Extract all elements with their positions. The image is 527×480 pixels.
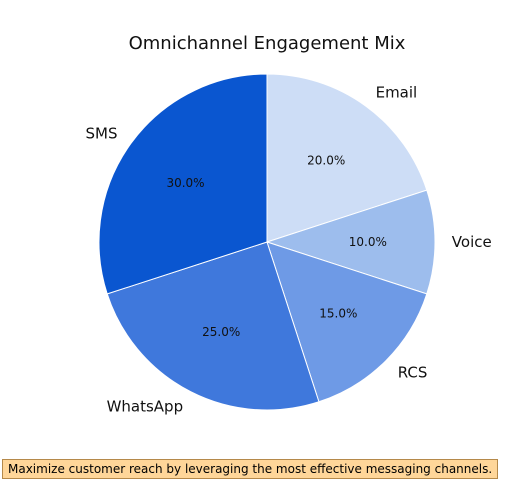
- pie-category-label-whatsapp: WhatsApp: [107, 398, 184, 416]
- pie-slice-rcs: [266, 241, 428, 403]
- pie-category-labels: Email Voice RCS WhatsApp SMS: [86, 84, 492, 416]
- pie-slice-sms: [98, 73, 268, 295]
- chart-title: Omnichannel Engagement Mix: [129, 33, 406, 54]
- pie-category-label-email: Email: [376, 84, 418, 102]
- pie-category-label-rcs: RCS: [398, 364, 428, 382]
- pie-category-label-voice: Voice: [452, 233, 492, 251]
- pie-category-label-sms: SMS: [86, 124, 118, 142]
- pie-percent-label-voice: 10.0%: [349, 235, 387, 249]
- pie-slice-voice: [265, 189, 436, 295]
- footnote-banner: Maximize customer reach by leveraging th…: [2, 459, 499, 479]
- pie-percent-label-rcs: 15.0%: [319, 306, 357, 320]
- pie-slice-whatsapp: [106, 241, 320, 411]
- pie-percent-label-sms: 30.0%: [166, 176, 204, 190]
- pie-percent-label-whatsapp: 25.0%: [202, 325, 240, 339]
- pie-percent-labels: 20.0% 10.0% 15.0% 25.0% 30.0%: [166, 154, 386, 339]
- pie-slices: [98, 73, 436, 411]
- pie-percent-label-email: 20.0%: [307, 154, 345, 168]
- pie-slice-email: [266, 73, 428, 243]
